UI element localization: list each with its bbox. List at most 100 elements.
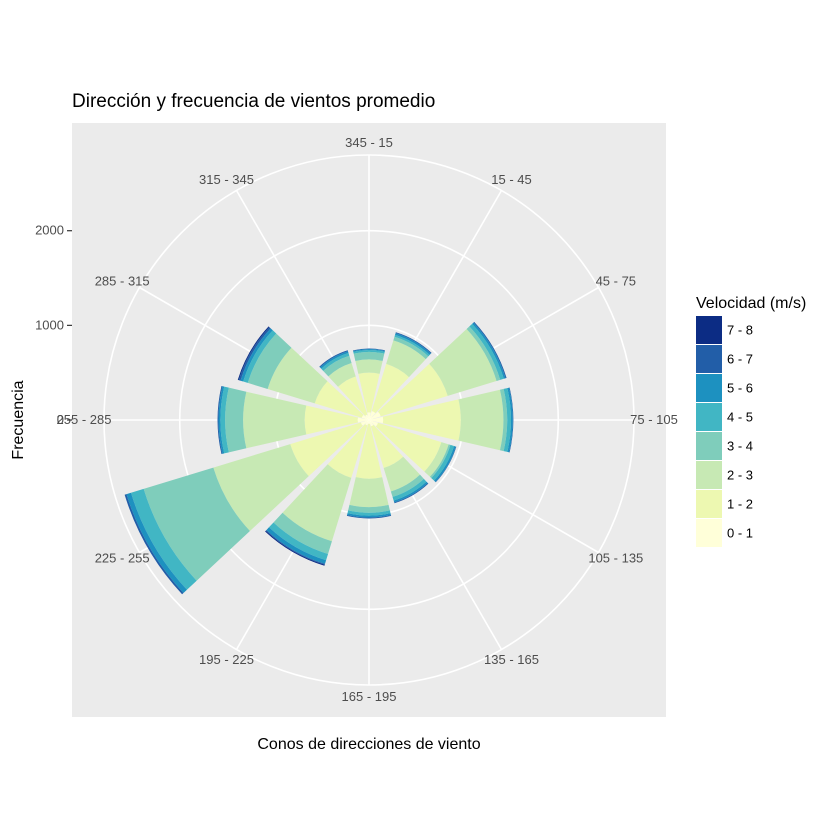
bar-105-135-2-3 — [424, 442, 449, 477]
legend-label: 7 - 8 — [727, 323, 753, 338]
bar-345-15-2-3 — [355, 359, 383, 374]
bar-255-285-4-5 — [220, 386, 229, 454]
bar-345-15-0-1 — [367, 412, 371, 420]
bar-135-165-3-4 — [390, 474, 424, 497]
bar-165-195-3-4 — [348, 504, 390, 513]
direction-label: 315 - 345 — [199, 172, 254, 187]
bar-105-135-3-4 — [429, 444, 451, 479]
legend-key — [696, 374, 722, 402]
direction-label: 345 - 15 — [345, 135, 393, 150]
bar-255-285-0-1 — [357, 417, 369, 423]
legend-label: 0 - 1 — [727, 526, 753, 541]
bar-135-165-6-7 — [394, 482, 429, 504]
direction-label: 225 - 255 — [95, 551, 150, 566]
bar-195-225-3-4 — [273, 512, 332, 554]
bar-315-345-0-1 — [365, 414, 369, 420]
bar-165-195-2-3 — [349, 477, 389, 508]
bar-165-195-0-1 — [368, 420, 370, 424]
bar-255-285-2-3 — [243, 391, 307, 449]
legend-key — [696, 519, 722, 547]
bar-255-285-1-2 — [304, 405, 358, 435]
direction-labels: 345 - 15 15 - 45 45 - 75 75 - 105 105 - 135 1… — [57, 135, 678, 704]
bar-195-225-0-1 — [365, 420, 369, 426]
y-axis: 0 1000 2000 — [35, 223, 72, 427]
bar-135-165-0-1 — [369, 420, 374, 427]
bar-45-75-0-1 — [369, 411, 381, 420]
direction-label: 105 - 135 — [588, 551, 643, 566]
bar-285-315-1-2 — [314, 381, 364, 418]
bar-195-225-5-6 — [266, 527, 327, 564]
y-tick-label: 1000 — [35, 317, 64, 332]
legend-label: 4 - 5 — [727, 410, 753, 425]
bar-45-75-2-3 — [429, 328, 497, 396]
y-tick-label: 2000 — [35, 223, 64, 238]
bar-285-315-6-7 — [238, 327, 271, 381]
bar-225-255-0-1 — [360, 420, 369, 426]
bar-195-225-4-5 — [268, 522, 329, 561]
bar-285-315-3-4 — [247, 333, 292, 389]
y-tick-label: 0 — [57, 412, 64, 427]
legend-key — [696, 316, 722, 344]
bar-15-45-5-6 — [395, 333, 431, 355]
x-axis-title: Conos de direcciones de viento — [257, 736, 480, 753]
bar-15-45-0-1 — [369, 410, 376, 420]
bar-45-75-1-2 — [377, 363, 448, 417]
bar-315-345-1-2 — [338, 376, 368, 416]
bar-315-345-4-5 — [321, 353, 350, 371]
legend-key — [696, 461, 722, 489]
bar-105-135-0-1 — [369, 420, 379, 427]
legend-label: 1 - 2 — [727, 497, 753, 512]
legend-label: 6 - 7 — [727, 352, 753, 367]
legend-label: 5 - 6 — [727, 381, 753, 396]
bar-165-195-5-6 — [347, 513, 391, 518]
direction-label: 195 - 225 — [199, 652, 254, 667]
legend-label: 3 - 4 — [727, 439, 753, 454]
direction-label: 135 - 165 — [484, 652, 539, 667]
wind-bars — [124, 321, 514, 595]
bar-315-345-5-6 — [319, 351, 349, 369]
bar-285-315-0-1 — [361, 414, 369, 420]
bar-345-15-3-4 — [353, 351, 385, 361]
direction-label: 165 - 195 — [342, 689, 397, 704]
bar-135-165-1-2 — [370, 424, 404, 468]
bar-225-255-4-5 — [130, 488, 197, 590]
bar-165-195-1-2 — [355, 423, 383, 479]
bar-195-225-2-3 — [282, 464, 352, 542]
bar-345-15-4-5 — [353, 349, 385, 354]
direction-label: 15 - 45 — [491, 172, 531, 187]
legend-key — [696, 345, 722, 373]
bar-105-135-1-2 — [375, 422, 442, 472]
direction-label: 45 - 75 — [596, 274, 636, 289]
bar-255-285-3-4 — [225, 387, 247, 453]
bar-75-105-3-4 — [499, 388, 508, 452]
bar-345-15-1-2 — [358, 372, 380, 413]
bar-165-195-6-7 — [346, 514, 392, 519]
bar-75-105-2-3 — [458, 389, 504, 451]
bar-165-195-4-5 — [347, 510, 391, 516]
bar-45-75-3-4 — [466, 326, 501, 381]
bar-255-285-5-6 — [218, 386, 225, 454]
bar-75-105-0-1 — [369, 416, 384, 424]
bar-105-135-5-6 — [434, 446, 456, 482]
bar-15-45-4-5 — [394, 334, 430, 357]
bar-105-135-4-5 — [431, 444, 455, 481]
bar-285-315-4-5 — [243, 330, 277, 383]
bar-75-105-1-2 — [382, 399, 461, 441]
bar-315-345-2-3 — [328, 362, 356, 387]
bar-75-105-6-7 — [509, 387, 514, 453]
bar-135-165-2-3 — [383, 456, 420, 492]
bar-15-45-1-2 — [371, 363, 410, 414]
legend-key — [696, 403, 722, 431]
direction-label: 75 - 105 — [630, 412, 678, 427]
bar-315-345-3-4 — [323, 355, 352, 377]
bar-15-45-3-4 — [393, 336, 429, 360]
bar-135-165-4-5 — [392, 478, 427, 501]
bar-285-315-5-6 — [240, 328, 273, 382]
bar-285-315-2-3 — [267, 347, 328, 404]
legend-title: Velocidad (m/s) — [696, 295, 806, 312]
bar-225-255-5-6 — [126, 492, 187, 593]
chart-title: Dirección y frecuencia de vientos promed… — [72, 91, 435, 112]
legend-label: 2 - 3 — [727, 468, 753, 483]
bar-75-105-4-5 — [503, 388, 511, 452]
